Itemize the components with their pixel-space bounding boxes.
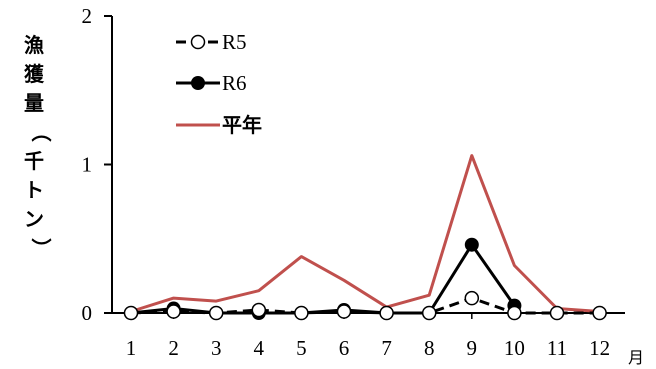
legend-swatch-marker bbox=[191, 76, 205, 90]
x-tick-label: 6 bbox=[339, 336, 350, 360]
y-axis-title-char: ン bbox=[24, 207, 44, 231]
data-point-marker bbox=[123, 305, 139, 321]
x-tick-label: 11 bbox=[547, 336, 567, 360]
y-axis-title-char: 千 bbox=[24, 149, 44, 173]
legend: R5 R6 平年 bbox=[176, 30, 262, 137]
x-tick-label: 12 bbox=[589, 336, 610, 360]
series-average bbox=[130, 154, 600, 313]
data-point-marker bbox=[549, 305, 565, 321]
legend-swatch-marker bbox=[190, 34, 206, 50]
data-point-marker bbox=[208, 305, 224, 321]
y-axis-title-char: 量 bbox=[24, 91, 44, 115]
axis-labels: 月 漁獲量 （ 千トン ） bbox=[24, 33, 644, 367]
data-point-marker bbox=[379, 305, 394, 321]
x-tick-label: 10 bbox=[504, 336, 525, 360]
legend-label: R6 bbox=[222, 71, 247, 95]
series-line bbox=[130, 154, 600, 313]
x-axis-title: 月 bbox=[628, 348, 644, 367]
x-tick-label: 4 bbox=[254, 336, 265, 360]
y-axis-title-char: 漁 bbox=[24, 33, 44, 57]
x-tick-label: 7 bbox=[381, 336, 392, 360]
y-axis-title-char: （ bbox=[29, 122, 53, 142]
y-axis-title-char: 獲 bbox=[24, 62, 45, 86]
data-point-marker bbox=[592, 305, 607, 321]
legend-item: R6 bbox=[176, 71, 247, 95]
data-point-marker bbox=[336, 304, 352, 319]
legend-item: 平年 bbox=[176, 113, 262, 137]
data-point-marker bbox=[294, 305, 309, 321]
x-tick-label: 5 bbox=[296, 336, 307, 360]
x-tick-label: 1 bbox=[126, 336, 137, 360]
legend-label: 平年 bbox=[222, 113, 262, 137]
x-tick-label: 8 bbox=[424, 336, 435, 360]
data-point-marker bbox=[507, 305, 522, 321]
x-tick-label: 3 bbox=[211, 336, 222, 360]
data-point-marker bbox=[421, 305, 437, 321]
y-tick-label: 0 bbox=[82, 301, 93, 325]
series-r5 bbox=[123, 290, 607, 321]
series-r6 bbox=[124, 237, 522, 320]
y-axis-title-char: ） bbox=[29, 238, 53, 258]
y-axis-title-char: ト bbox=[24, 178, 44, 202]
data-point-marker bbox=[464, 237, 479, 252]
x-tick-label: 9 bbox=[467, 336, 478, 360]
series-group bbox=[123, 154, 607, 321]
y-tick-label: 2 bbox=[82, 4, 93, 28]
data-point-marker bbox=[251, 302, 267, 318]
y-tick-label: 1 bbox=[82, 153, 93, 177]
data-point-marker bbox=[464, 290, 480, 306]
legend-item: R5 bbox=[176, 30, 247, 54]
data-point-marker bbox=[166, 304, 181, 319]
legend-label: R5 bbox=[222, 30, 247, 54]
x-tick-label: 2 bbox=[168, 336, 179, 360]
